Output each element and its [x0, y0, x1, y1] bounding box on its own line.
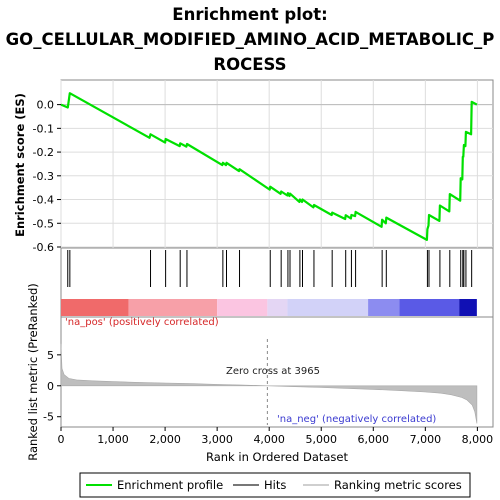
neg-correlated-label: 'na_neg' (negatively correlated)	[277, 414, 436, 425]
x-tick-label: 1,000	[97, 433, 129, 446]
zero-cross-label: Zero cross at 3965	[226, 366, 320, 377]
x-tick-label: 4,000	[253, 433, 285, 446]
metric-y-tick-label: -5	[43, 411, 54, 424]
colorbar-segment	[459, 299, 477, 316]
colorbar-segment	[128, 299, 218, 316]
rank-colorbar	[61, 299, 477, 316]
colorbar-segment	[368, 299, 400, 316]
enrichment-profile-line	[60, 92, 478, 241]
x-tick-label: 6,000	[358, 433, 390, 446]
colorbar-segment	[61, 299, 129, 316]
colorbar-segment	[267, 299, 288, 316]
metric-group	[60, 339, 478, 425]
x-tick-label: 8,000	[462, 433, 494, 446]
es-y-tick-label: -0.4	[33, 194, 54, 207]
title-line-2: GO_CELLULAR_MODIFIED_AMINO_ACID_METABOLI…	[6, 30, 495, 49]
metric-y-tick-label: 5	[47, 349, 54, 362]
es-y-tick-label: -0.1	[33, 122, 54, 135]
legend-metric-label: Ranking metric scores	[334, 478, 462, 492]
title-line-1: Enrichment plot:	[172, 5, 327, 24]
metric-y-tick-label: 0	[47, 380, 54, 393]
x-tick-label: 0	[58, 433, 65, 446]
es-y-tick-label: 0.0	[37, 99, 55, 112]
x-tick-label: 2,000	[149, 433, 181, 446]
title-line-3: ROCESS	[213, 55, 286, 74]
es-y-tick-label: -0.5	[33, 217, 54, 230]
es-panel	[60, 79, 494, 249]
es-line-group	[60, 92, 478, 241]
x-tick-label: 3,000	[201, 433, 233, 446]
axes-group: 0.0 -0.1 -0.2 -0.3 -0.4 -0.5 -0.6 5 0 -5 0 1,000 2,0…	[33, 99, 494, 446]
metric-axis-title: Ranked list metric (PreRanked)	[26, 283, 40, 461]
colorbar-segment	[399, 299, 460, 316]
legend-hits-label: Hits	[264, 478, 286, 492]
x-tick-label: 5,000	[305, 433, 337, 446]
metric-panel	[60, 316, 494, 428]
es-y-tick-label: -0.2	[33, 146, 54, 159]
es-y-tick-label: -0.6	[33, 241, 54, 254]
es-axis-title: Enrichment score (ES)	[13, 93, 27, 237]
x-axis-title: Rank in Ordered Dataset	[206, 450, 349, 464]
legend-box	[79, 472, 471, 498]
hits-group	[67, 250, 473, 287]
es-gridlines	[60, 80, 493, 248]
legend-es-label: Enrichment profile	[117, 478, 223, 492]
x-tick-label: 7,000	[410, 433, 442, 446]
ranking-metric-area	[60, 343, 478, 424]
colorbar-segment	[287, 299, 369, 316]
es-y-tick-label: -0.3	[33, 170, 54, 183]
colorbar-segment	[217, 299, 268, 316]
pos-correlated-label: 'na_pos' (positively correlated)	[65, 317, 219, 328]
